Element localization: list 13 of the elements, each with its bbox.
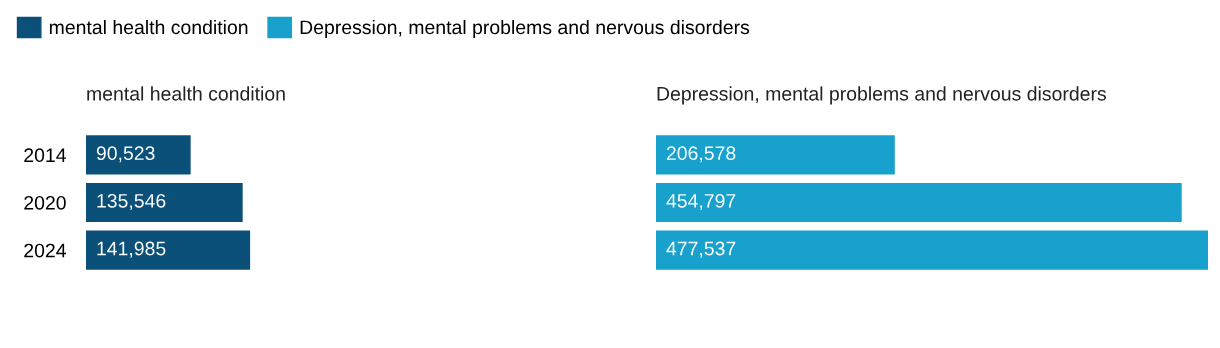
y-tick-label: 2024 [24, 243, 66, 258]
data-label: 135,546 [97, 193, 166, 211]
chart-title: mental health condition [87, 86, 285, 101]
chart-title: Depression, mental problems and nervous disorders [657, 86, 1106, 105]
data-label: 90,523 [96, 146, 155, 163]
legend-label: Depression, mental problems and nervous disorders [300, 19, 750, 39]
data-label: 206,578 [666, 146, 736, 163]
y-tick-label: 2020 [24, 195, 66, 210]
data-label: 477,537 [666, 241, 736, 258]
legend-label: mental health condition [49, 19, 248, 35]
data-label: 141,985 [97, 241, 166, 258]
data-label: 454,797 [666, 193, 736, 211]
y-tick-label: 2014 [24, 148, 66, 163]
